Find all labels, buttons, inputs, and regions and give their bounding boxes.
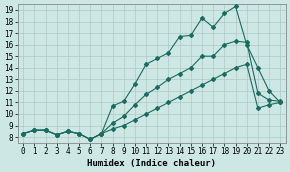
X-axis label: Humidex (Indice chaleur): Humidex (Indice chaleur) [87,159,216,168]
